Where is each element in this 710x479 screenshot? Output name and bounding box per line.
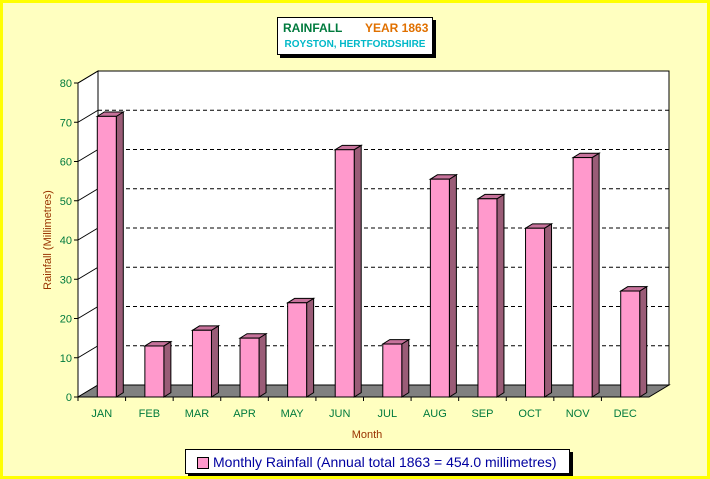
gridline-side — [77, 188, 99, 202]
bar — [144, 345, 165, 398]
x-tick-label: NOV — [566, 408, 591, 420]
x-tick-label: JUL — [378, 408, 398, 420]
y-tick-label: 10 — [60, 353, 72, 365]
x-tick-label: JAN — [91, 408, 112, 420]
y-tick-label: 80 — [60, 78, 72, 90]
chart-title-box: RAINFALL YEAR 1863 ROYSTON, HERTFORDSHIR… — [277, 17, 433, 55]
bar-side — [306, 297, 315, 398]
legend-label: Monthly Rainfall (Annual total 1863 = 45… — [213, 454, 557, 470]
bar — [239, 337, 260, 398]
bar — [429, 178, 450, 398]
bar-side — [591, 152, 600, 398]
y-tick-label: 50 — [60, 196, 72, 208]
bar-side — [496, 193, 505, 398]
gridline-side — [77, 266, 99, 280]
bar — [287, 302, 308, 398]
bar-side — [258, 332, 267, 398]
y-tick-label: 60 — [60, 157, 72, 169]
y-axis-label: Rainfall (Millimetres) — [42, 190, 54, 290]
x-tick-label: AUG — [423, 408, 447, 420]
bar-side — [639, 285, 648, 398]
bar — [525, 227, 546, 398]
x-axis-label: Month — [352, 429, 383, 441]
x-tick-label: OCT — [518, 408, 542, 420]
gridline-side — [77, 109, 99, 123]
x-tick-label: FEB — [139, 408, 160, 420]
y-tick-label: 20 — [60, 314, 72, 326]
bar — [334, 149, 355, 398]
x-tick-label: JUN — [329, 408, 350, 420]
chart-legend: Monthly Rainfall (Annual total 1863 = 45… — [185, 449, 570, 474]
gridline-side — [77, 149, 99, 162]
bar — [191, 329, 212, 398]
bar-side — [448, 173, 457, 398]
chart-location: ROYSTON, HERTFORDSHIRE — [284, 39, 426, 50]
bar — [572, 157, 593, 398]
gridline-side — [77, 345, 99, 359]
bar-side — [115, 111, 124, 398]
y-tick-label: 30 — [60, 274, 72, 286]
y-tick-label: 0 — [66, 392, 72, 404]
chart-year: YEAR 1863 — [365, 21, 429, 35]
y-tick-label: 40 — [60, 235, 72, 247]
bar — [477, 198, 498, 398]
gridline-side — [77, 306, 99, 319]
chart-title: RAINFALL — [283, 21, 343, 35]
x-tick-label: SEP — [471, 408, 493, 420]
bar-side — [353, 144, 362, 398]
gridline-side — [77, 227, 99, 241]
legend-swatch — [197, 457, 209, 469]
bar-side — [544, 222, 553, 398]
bar — [96, 115, 117, 398]
gridline-side — [77, 70, 99, 84]
bar-side — [163, 340, 172, 398]
rainfall-bar-chart: 0 10 20 30 40 50 60 70 80 JAN FEB MAR APR MAY JUN JUL AU… — [42, 70, 671, 441]
y-tick-label: 70 — [60, 117, 72, 129]
bar-side — [401, 338, 410, 398]
x-tick-label: APR — [233, 408, 256, 420]
x-tick-label: MAR — [185, 408, 210, 420]
bar — [620, 290, 641, 398]
bar — [382, 343, 403, 398]
x-tick-label: DEC — [614, 408, 637, 420]
bar-side — [210, 324, 219, 398]
x-tick-label: MAY — [281, 408, 305, 420]
